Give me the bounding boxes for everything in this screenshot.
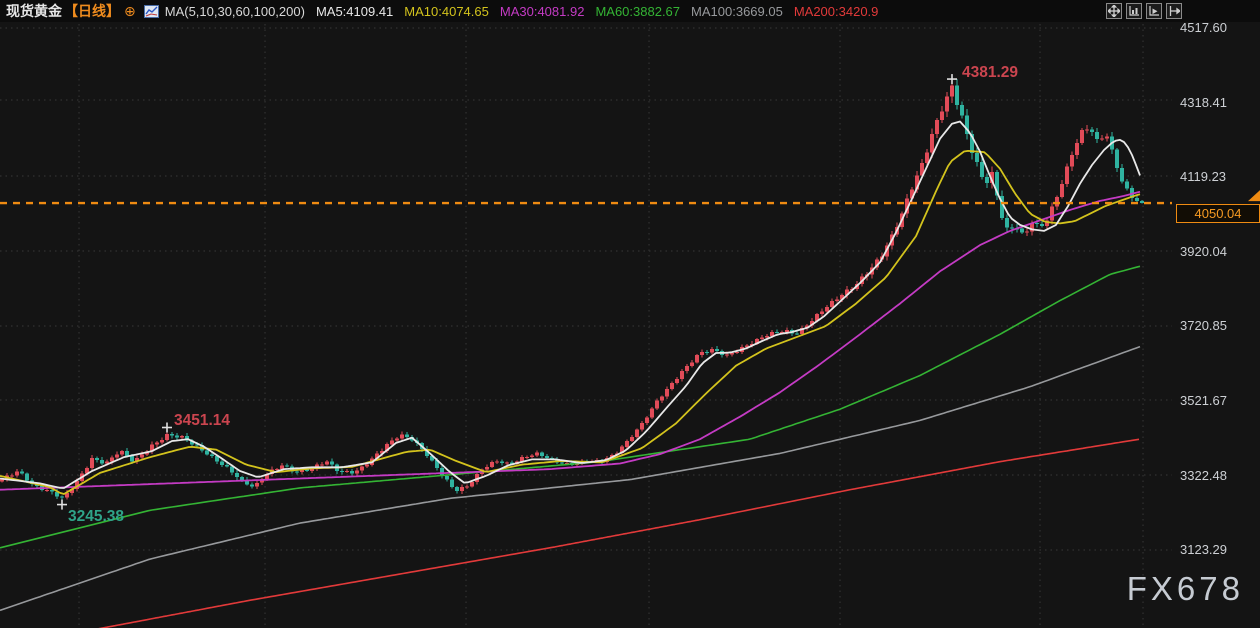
price-axis-label: 4119.23 xyxy=(1180,169,1227,185)
symbol-name: 现货黄金 xyxy=(6,3,62,19)
price-axis[interactable]: 4517.60 4318.41 4119.23 3920.04 3720.85 3521.… xyxy=(1178,0,1260,628)
auto-scroll-icon[interactable] xyxy=(1146,3,1162,19)
price-axis-label: 4318.41 xyxy=(1180,94,1227,110)
watermark-logo: FX678 xyxy=(1126,570,1244,607)
last-price-value: 4050.04 xyxy=(1194,205,1242,221)
pan-move-icon[interactable] xyxy=(1106,3,1122,19)
last-price-tag: 4050.04 xyxy=(1176,203,1260,223)
ma5-value: MA5:4109.41 xyxy=(315,3,394,19)
price-axis-label: 3521.67 xyxy=(1180,393,1227,409)
price-scale-icon[interactable] xyxy=(1126,3,1142,19)
ma200-value: MA200:3420.9 xyxy=(793,3,879,19)
go-to-latest-icon[interactable] xyxy=(1166,3,1182,19)
svg-text:3451.14: 3451.14 xyxy=(174,412,230,429)
ma60-value: MA60:3882.67 xyxy=(595,3,681,19)
ma30-value: MA30:4081.92 xyxy=(499,3,585,19)
period-label: 【日线】 xyxy=(64,3,120,19)
ma-settings-label: MA(5,10,30,60,100,200) xyxy=(164,3,305,19)
svg-text:3245.38: 3245.38 xyxy=(68,508,124,525)
chart-type-icon[interactable] xyxy=(143,4,159,18)
expand-icon[interactable]: ⊕ xyxy=(124,2,136,19)
ma100-value: MA100:3669.05 xyxy=(691,3,783,19)
svg-text:4381.29: 4381.29 xyxy=(962,64,1018,81)
price-axis-label: 3720.85 xyxy=(1180,318,1227,334)
ma10-value: MA10:4074.65 xyxy=(404,3,489,19)
price-axis-label: 3920.04 xyxy=(1180,243,1227,259)
price-axis-label: 4517.60 xyxy=(1180,20,1227,35)
chart-header: 现货黄金 【日线】 ⊕ MA(5,10,30,60,100,200) MA5:4… xyxy=(0,0,1260,22)
chart-toolbar xyxy=(1106,3,1182,19)
price-axis-label: 3123.29 xyxy=(1180,542,1227,558)
price-axis-label: 3322.48 xyxy=(1180,467,1227,483)
